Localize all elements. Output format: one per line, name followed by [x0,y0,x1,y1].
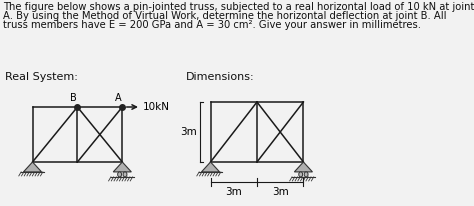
Text: 3m: 3m [225,187,242,197]
Circle shape [304,172,308,177]
Text: A: A [115,93,121,103]
Text: 3m: 3m [272,187,289,197]
Polygon shape [23,162,42,172]
Circle shape [118,172,121,177]
Circle shape [123,172,127,177]
Polygon shape [294,162,312,172]
Polygon shape [113,162,131,172]
Text: 10kN: 10kN [142,102,169,112]
Text: truss members have E = 200 GPa and A = 30 cm². Give your answer in millimetres.: truss members have E = 200 GPa and A = 3… [3,20,421,30]
Text: 3m: 3m [181,127,197,137]
Text: Dimensions:: Dimensions: [186,72,255,82]
Text: The figure below shows a pin-jointed truss, subjected to a real horizontal load : The figure below shows a pin-jointed tru… [3,2,474,12]
Text: A. By using the Method of Virtual Work, determine the horizontal deflection at j: A. By using the Method of Virtual Work, … [3,11,447,21]
Polygon shape [201,162,219,172]
Circle shape [299,172,302,177]
Text: B: B [70,93,77,103]
Text: Real System:: Real System: [5,72,78,82]
